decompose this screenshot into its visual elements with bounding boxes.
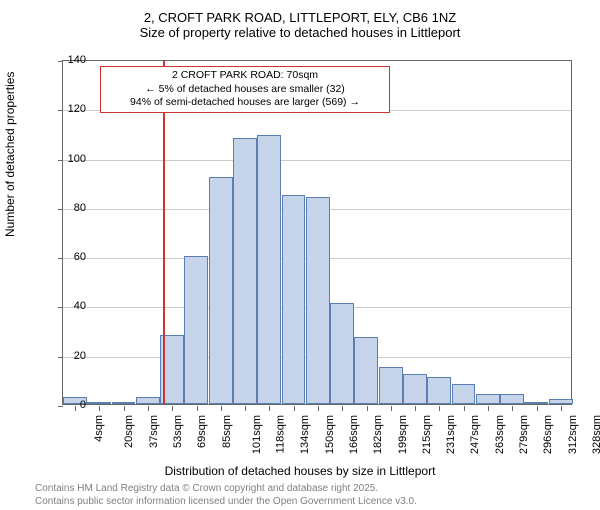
xtick-label: 296sqm bbox=[542, 415, 554, 454]
histogram-bar bbox=[354, 337, 378, 404]
histogram-bar bbox=[306, 197, 330, 404]
histogram-bar bbox=[87, 402, 111, 404]
xtick-label: 53sqm bbox=[172, 415, 184, 448]
xtick-mark bbox=[367, 406, 368, 411]
x-axis-label: Distribution of detached houses by size … bbox=[0, 464, 600, 478]
histogram-bar bbox=[282, 195, 306, 404]
xtick-label: 37sqm bbox=[148, 415, 160, 448]
xtick-mark bbox=[245, 406, 246, 411]
ytick-label: 0 bbox=[56, 399, 86, 411]
xtick-label: 279sqm bbox=[518, 415, 530, 454]
xtick-mark bbox=[148, 406, 149, 411]
histogram-bar bbox=[330, 303, 354, 404]
xtick-label: 263sqm bbox=[494, 415, 506, 454]
xtick-mark bbox=[537, 406, 538, 411]
xtick-label: 312sqm bbox=[567, 415, 579, 454]
histogram-bar bbox=[549, 399, 573, 404]
ytick-label: 40 bbox=[56, 300, 86, 312]
xtick-mark bbox=[342, 406, 343, 411]
histogram-bar bbox=[524, 402, 548, 404]
xtick-label: 182sqm bbox=[372, 415, 384, 454]
y-axis-label: Number of detached properties bbox=[3, 72, 17, 237]
xtick-mark bbox=[561, 406, 562, 411]
histogram-bar bbox=[476, 394, 500, 404]
ytick-label: 140 bbox=[56, 54, 86, 66]
xtick-mark bbox=[415, 406, 416, 411]
xtick-mark bbox=[318, 406, 319, 411]
histogram-bar bbox=[184, 256, 208, 404]
xtick-label: 101sqm bbox=[251, 415, 263, 454]
xtick-mark bbox=[99, 406, 100, 411]
histogram-bar bbox=[112, 402, 136, 404]
annotation-box: 2 CROFT PARK ROAD: 70sqm ← 5% of detache… bbox=[100, 66, 390, 113]
xtick-mark bbox=[512, 406, 513, 411]
chart-container: 2, CROFT PARK ROAD, LITTLEPORT, ELY, CB6… bbox=[0, 10, 600, 510]
chart-title-sub: Size of property relative to detached ho… bbox=[0, 25, 600, 40]
xtick-label: 231sqm bbox=[445, 415, 457, 454]
xtick-label: 69sqm bbox=[196, 415, 208, 448]
footer-line2: Contains public sector information licen… bbox=[35, 495, 417, 508]
annotation-line1: 2 CROFT PARK ROAD: 70sqm bbox=[105, 69, 385, 83]
xtick-mark bbox=[269, 406, 270, 411]
histogram-bar bbox=[209, 177, 233, 404]
xtick-label: 215sqm bbox=[421, 415, 433, 454]
xtick-label: 166sqm bbox=[348, 415, 360, 454]
xtick-mark bbox=[488, 406, 489, 411]
histogram-bar bbox=[379, 367, 403, 404]
histogram-bar bbox=[233, 138, 257, 404]
xtick-label: 199sqm bbox=[397, 415, 409, 454]
xtick-mark bbox=[221, 406, 222, 411]
histogram-bar bbox=[136, 397, 160, 404]
histogram-bar bbox=[452, 384, 476, 404]
xtick-label: 247sqm bbox=[470, 415, 482, 454]
histogram-bar bbox=[257, 135, 281, 404]
xtick-mark bbox=[391, 406, 392, 411]
ytick-label: 100 bbox=[56, 153, 86, 165]
histogram-bar bbox=[500, 394, 524, 404]
xtick-mark bbox=[464, 406, 465, 411]
xtick-label: 150sqm bbox=[324, 415, 336, 454]
ytick-label: 80 bbox=[56, 202, 86, 214]
xtick-mark bbox=[439, 406, 440, 411]
xtick-label: 118sqm bbox=[274, 415, 286, 453]
xtick-label: 328sqm bbox=[591, 415, 600, 454]
xtick-label: 20sqm bbox=[123, 415, 135, 448]
footer-line1: Contains HM Land Registry data © Crown c… bbox=[35, 482, 417, 495]
xtick-label: 4sqm bbox=[93, 415, 105, 442]
histogram-bar bbox=[427, 377, 451, 404]
annotation-line3: 94% of semi-detached houses are larger (… bbox=[105, 96, 385, 110]
xtick-mark bbox=[197, 406, 198, 411]
gridline bbox=[63, 160, 571, 161]
xtick-label: 85sqm bbox=[221, 415, 233, 448]
chart-title-main: 2, CROFT PARK ROAD, LITTLEPORT, ELY, CB6… bbox=[0, 10, 600, 25]
ytick-label: 60 bbox=[56, 251, 86, 263]
xtick-mark bbox=[172, 406, 173, 411]
footer: Contains HM Land Registry data © Crown c… bbox=[35, 482, 417, 508]
xtick-mark bbox=[124, 406, 125, 411]
ytick-label: 120 bbox=[56, 103, 86, 115]
ytick-label: 20 bbox=[56, 350, 86, 362]
xtick-label: 134sqm bbox=[300, 415, 312, 454]
annotation-line2: ← 5% of detached houses are smaller (32) bbox=[105, 83, 385, 97]
histogram-bar bbox=[403, 374, 427, 404]
xtick-mark bbox=[294, 406, 295, 411]
